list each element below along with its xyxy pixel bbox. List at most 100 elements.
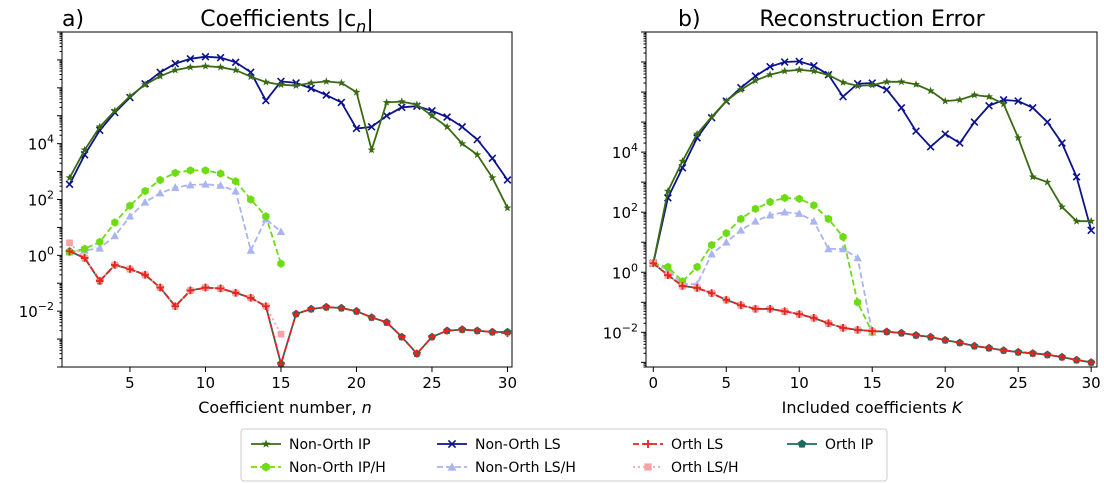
data-point-nonorth-ip [443,122,452,131]
legend-label: Non-Orth LS [475,437,561,453]
panel-coefficients: a) Coefficients |cn| 5 10 15 20 25 30 10−2 100 1… [19,7,517,417]
data-point-nonorth-ls [1072,172,1081,181]
y-tick-label: 100 [28,244,54,265]
data-point-nonorth-ip [736,85,745,94]
data-point-nonorth-ls [382,111,391,120]
legend-entry-orth-ls: Orth LS [633,437,723,453]
data-point-nonorth-ip [412,100,421,108]
data-point-nonorth-ip [186,63,195,71]
data-point-nonorth-ip-h [722,229,730,238]
series-line-nonorth-ip [652,68,1092,264]
data-point-nonorth-ip [707,112,716,121]
data-point-nonorth-ip [292,81,301,89]
legend-entry-nonorth-ip: Non-Orth IP [251,437,371,453]
data-point-nonorth-ls [795,57,804,66]
data-point-nonorth-ls [970,118,979,127]
data-point-orth-ls [80,254,89,262]
data-point-orth-ls [171,302,180,311]
data-point-nonorth-ls-h [125,212,135,220]
data-point-orth-ls [678,282,687,290]
data-point-orth-ls [985,344,993,352]
data-point-nonorth-ip [261,77,270,86]
data-point-orth-ls-h [277,330,285,338]
panel-title-b: Reconstruction Error [759,7,985,32]
data-point-nonorth-ls [443,113,451,121]
data-point-orth-ls [1087,358,1095,367]
data-point-nonorth-ls-h [110,231,120,240]
data-point-nonorth-ip [246,72,255,81]
data-point-orth-ls [473,326,482,335]
data-point-nonorth-ip [941,96,950,105]
data-point-nonorth-ip [277,80,285,89]
x-tick-label: 15 [863,374,882,392]
data-point-nonorth-ls [985,101,993,110]
data-point-orth-ls [322,303,331,311]
data-point-nonorth-ip-h [737,214,745,224]
data-point-nonorth-ip [428,111,436,120]
data-point-nonorth-ls [912,127,920,136]
y-tick-label: 10−2 [603,321,638,342]
data-point-orth-ls [428,333,436,341]
data-point-nonorth-ip-h [247,195,255,204]
data-point-orth-ls [352,307,361,315]
data-point-nonorth-ip [307,78,316,87]
data-point-orth-ls [156,283,164,292]
data-point-orth-ls [397,333,406,341]
data-point-orth-ls [262,302,270,311]
series-line-orth-ls [652,262,1092,364]
axes-frame-b [645,31,1098,368]
data-point-orth-ls [382,318,391,327]
data-point-nonorth-ip [367,145,376,154]
legend-entry-nonorth-ls: Non-Orth LS [437,437,561,453]
data-point-nonorth-ls [809,61,818,70]
data-point-nonorth-ls [367,122,376,131]
data-point-nonorth-ip [171,65,180,74]
data-point-nonorth-ip-h [171,168,179,178]
data-point-nonorth-ip-h [839,232,847,242]
data-point-nonorth-ls-h [780,207,789,216]
data-point-nonorth-ls [503,176,512,184]
y-tick-label: 104 [28,133,54,154]
data-point-nonorth-ls [186,54,195,63]
data-point-nonorth-ls [261,96,270,105]
x-tick-label: 20 [936,374,955,392]
data-point-nonorth-ip-h [664,262,672,272]
series-line-nonorth-ls-h [652,211,874,333]
data-point-nonorth-ls [882,85,891,94]
data-point-nonorth-ls [95,126,104,135]
data-point-orth-ls [868,327,877,335]
data-point-nonorth-ls [751,72,760,81]
data-point-nonorth-ip [809,66,818,75]
series-nonorth-ip-b [649,65,1096,267]
data-point-nonorth-ip-h [693,262,701,272]
data-point-nonorth-ip [1058,202,1066,211]
data-point-orth-ls [926,333,935,341]
data-point-nonorth-ls-h [751,217,760,225]
data-point-nonorth-ls [322,91,331,100]
data-point-orth-ls [839,324,847,332]
data-point-orth-ls [795,310,804,319]
data-point-nonorth-ls-h [171,183,180,191]
data-point-orth-ls [367,313,376,322]
data-point-nonorth-ls [955,139,964,148]
data-point-orth-ls [186,286,195,295]
data-point-nonorth-ls [926,142,935,151]
data-point-nonorth-ip [1087,217,1096,225]
data-point-nonorth-ip [141,80,149,89]
data-point-nonorth-ls [337,98,346,107]
data-point-orth-ls [1043,350,1052,359]
data-point-nonorth-ip [897,77,906,86]
data-point-orth-ls [956,338,964,347]
data-point-nonorth-ls [458,122,467,131]
x-tick-label: 15 [271,374,290,392]
data-point-nonorth-ip [1072,217,1081,225]
data-point-orth-ls [277,360,285,367]
data-point-nonorth-ip [95,122,104,131]
data-point-nonorth-ip-h [156,175,164,185]
data-point-orth-ls [458,325,466,334]
data-point-nonorth-ls [941,130,950,138]
data-point-nonorth-ip [473,150,482,159]
legend-entry-orth-ip: Orth IP [787,437,873,453]
series-nonorth-ip-a [65,61,512,212]
x-tick-label: 30 [1082,374,1101,392]
